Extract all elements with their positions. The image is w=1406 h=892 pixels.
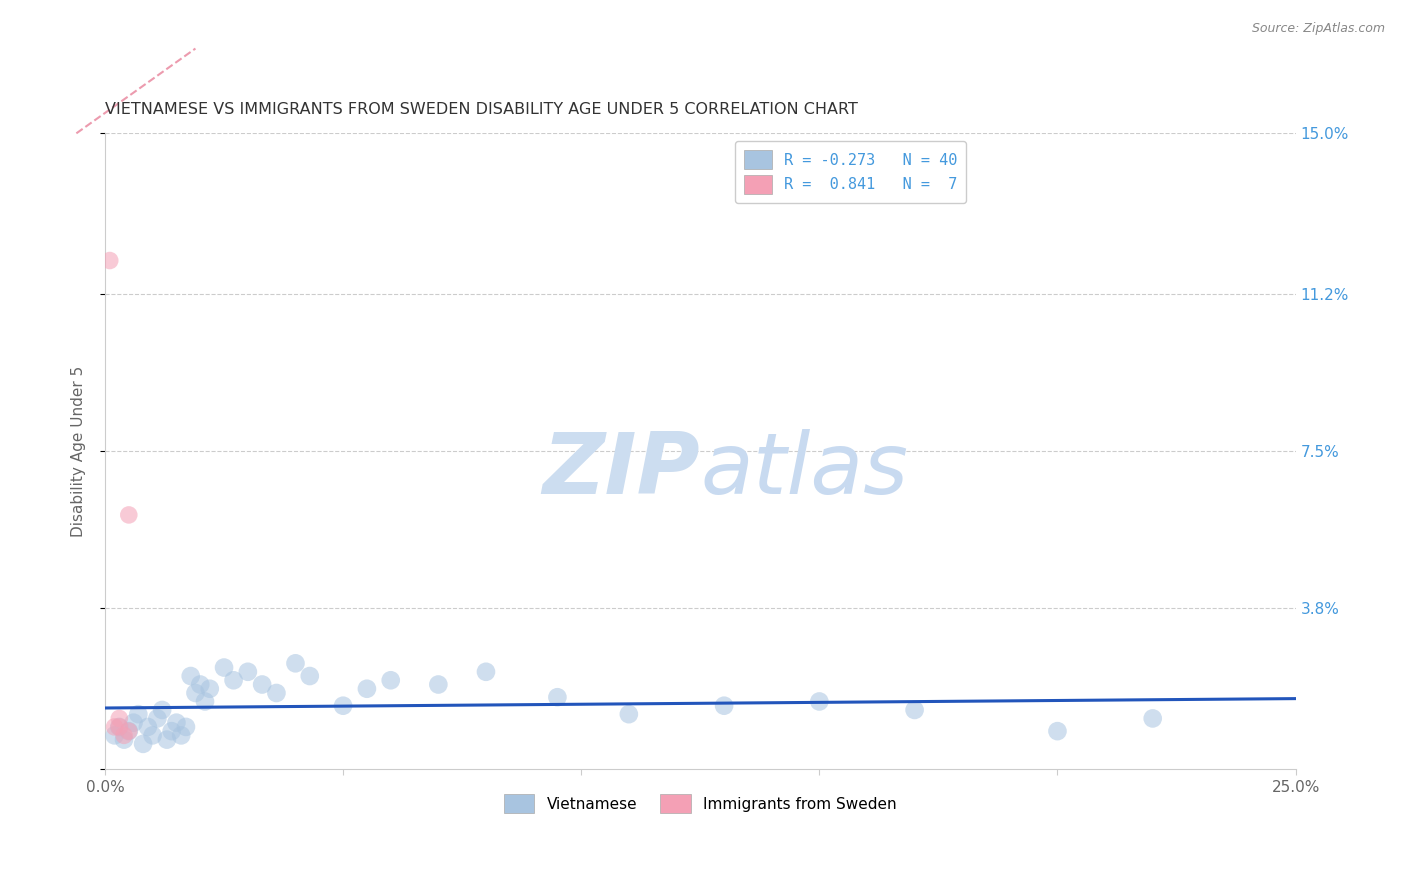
Point [380,673,402,688]
Point [142,728,165,742]
Point [118,724,141,739]
Point [180,669,202,683]
Point [165,715,187,730]
Point [136,720,159,734]
Point [903,703,925,717]
Point [103,720,125,734]
Point [127,707,149,722]
Point [1142,711,1164,725]
Point [112,732,135,747]
Point [98,253,121,268]
Point [150,703,173,717]
Text: atlas: atlas [700,429,908,512]
Point [184,686,207,700]
Point [118,508,141,522]
Point [808,694,831,708]
Point [118,724,141,739]
Point [617,707,640,722]
Point [156,732,179,747]
Text: Source: ZipAtlas.com: Source: ZipAtlas.com [1251,22,1385,36]
Y-axis label: Disability Age Under 5: Disability Age Under 5 [72,366,86,537]
Point [174,720,197,734]
Point [250,677,273,691]
Point [108,720,131,734]
Point [198,681,221,696]
Point [266,686,288,700]
Point [1046,724,1069,739]
Point [298,669,321,683]
Point [108,711,131,725]
Point [427,677,450,691]
Point [132,737,155,751]
Point [188,677,211,691]
Point [332,698,354,713]
Point [212,660,235,674]
Point [546,690,568,705]
Point [160,724,183,739]
Text: ZIP: ZIP [543,429,700,512]
Point [356,681,378,696]
Point [475,665,498,679]
Point [222,673,245,688]
Point [103,728,125,742]
Point [170,728,193,742]
Point [236,665,259,679]
Point [713,698,735,713]
Legend: Vietnamese, Immigrants from Sweden: Vietnamese, Immigrants from Sweden [498,788,903,819]
Text: VIETNAMESE VS IMMIGRANTS FROM SWEDEN DISABILITY AGE UNDER 5 CORRELATION CHART: VIETNAMESE VS IMMIGRANTS FROM SWEDEN DIS… [105,102,858,117]
Point [194,694,217,708]
Point [284,657,307,671]
Point [122,715,145,730]
Point [112,728,135,742]
Point [108,720,131,734]
Point [146,711,169,725]
